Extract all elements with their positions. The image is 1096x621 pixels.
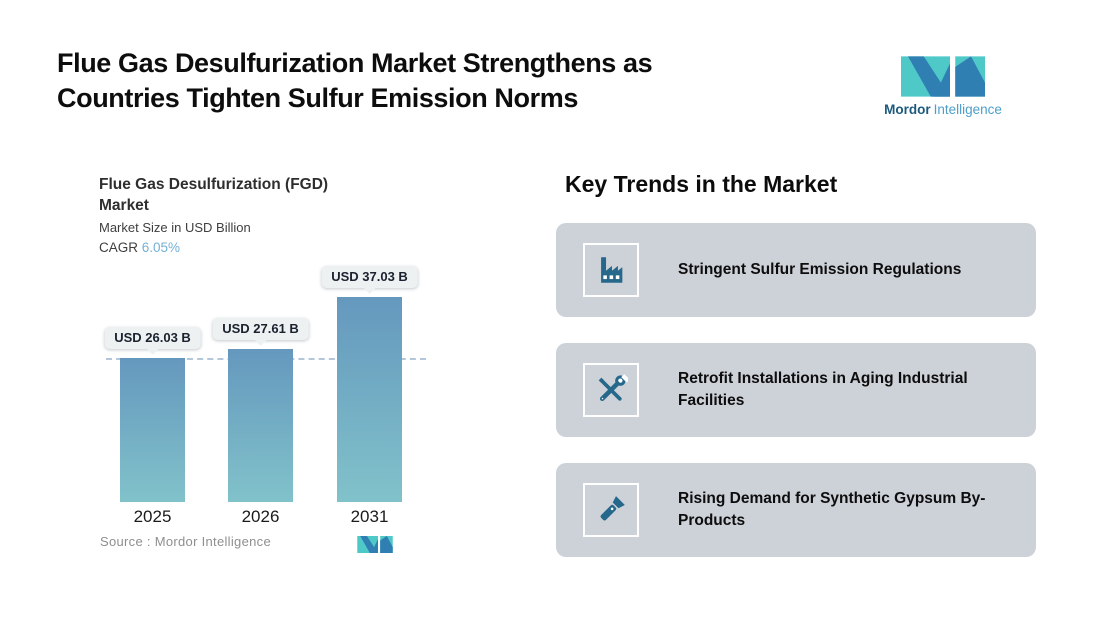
chart-title: Flue Gas Desulfurization (FGD) Market bbox=[99, 174, 328, 216]
brand-name-bold: Mordor bbox=[884, 102, 931, 117]
bar-2025 bbox=[120, 357, 185, 502]
icon-box bbox=[583, 243, 639, 297]
x-axis-label-2025: 2025 bbox=[133, 507, 172, 526]
tools-icon bbox=[598, 374, 628, 402]
trend-card-regulations: Stringent Sulfur Emission Regulations bbox=[556, 223, 1036, 317]
key-trends-title: Key Trends in the Market bbox=[565, 171, 838, 197]
page-title-line1: Flue Gas Desulfurization Market Strength… bbox=[57, 48, 653, 78]
bar-group-2025: USD 26.03 B 2025 bbox=[104, 326, 201, 526]
icon-box bbox=[583, 483, 639, 537]
chart-title-line1: Flue Gas Desulfurization (FGD) bbox=[99, 176, 329, 193]
chart-subtitle: Market Size in USD Billion bbox=[99, 220, 251, 235]
page-title-line2: Countries Tighten Sulfur Emission Norms bbox=[57, 83, 578, 113]
brand-name-light: Intelligence bbox=[933, 102, 1002, 117]
cagr-value: 6.05% bbox=[141, 240, 181, 255]
x-axis-label-2026: 2026 bbox=[241, 507, 280, 526]
trend-card-text: Rising Demand for Synthetic Gypsum By-Pr… bbox=[678, 490, 986, 529]
factory-icon bbox=[601, 257, 623, 283]
bar-value-label: USD 37.03 B bbox=[321, 266, 418, 289]
trend-card-retrofit: Retrofit Installations in Aging Industri… bbox=[556, 343, 1036, 437]
bar-2026 bbox=[228, 349, 293, 502]
cagr-label: CAGR bbox=[99, 240, 139, 255]
mordor-intelligence-logo-icon bbox=[901, 56, 985, 97]
brand-logo: Mordor Intelligence bbox=[880, 56, 1006, 117]
brand-name: Mordor Intelligence bbox=[884, 102, 1002, 117]
x-axis-label-2031: 2031 bbox=[350, 507, 389, 526]
chart-header: Flue Gas Desulfurization (FGD) Market Ma… bbox=[99, 174, 328, 255]
flashlight-icon bbox=[600, 496, 625, 521]
bar-group-2026: USD 27.61 B 2026 bbox=[212, 318, 309, 526]
bar-value-label: USD 27.61 B bbox=[212, 318, 309, 341]
bar-value-label: USD 26.03 B bbox=[104, 326, 201, 349]
chart-source: Source : Mordor Intelligence bbox=[100, 534, 271, 549]
bar-group-2031: USD 37.03 B 2031 bbox=[321, 266, 418, 526]
trend-card-text: Stringent Sulfur Emission Regulations bbox=[678, 261, 962, 278]
chart-cagr: CAGR 6.05% bbox=[99, 240, 328, 255]
page-title: Flue Gas Desulfurization Market Strength… bbox=[57, 46, 653, 116]
trend-card-text: Retrofit Installations in Aging Industri… bbox=[678, 370, 968, 409]
icon-box bbox=[583, 363, 639, 417]
chart-title-line2: Market bbox=[99, 197, 149, 214]
chart-watermark-logo-icon bbox=[357, 536, 393, 558]
bar-2031 bbox=[337, 297, 402, 502]
trend-card-gypsum: Rising Demand for Synthetic Gypsum By-Pr… bbox=[556, 463, 1036, 557]
